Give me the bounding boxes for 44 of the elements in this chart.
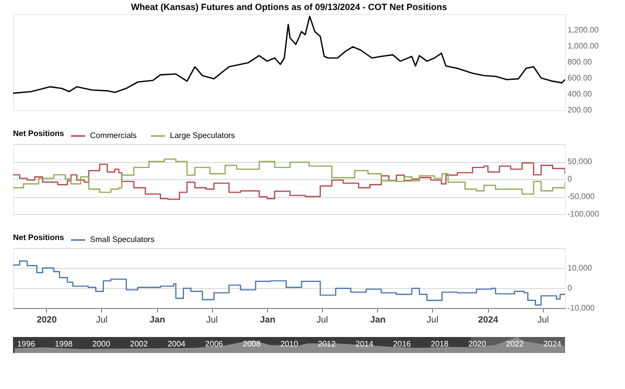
y-tick-label: 0 (568, 284, 572, 292)
y-tick-label: 800.00 (568, 58, 593, 66)
legend-label: Large Speculators (170, 131, 235, 140)
y-tick-label: 200.00 (568, 106, 593, 114)
x-tick-label: Jan (260, 314, 276, 324)
legend-title: Net Positions (13, 129, 65, 138)
x-tick-label: 2002 (130, 340, 148, 348)
x-tick-label: 2022 (506, 340, 524, 348)
x-tick-label: Jul (96, 314, 108, 324)
x-tick-label: Jul (537, 314, 549, 324)
y-tick-label: 400.00 (568, 90, 593, 98)
x-tick-label: 2008 (242, 340, 262, 348)
x-tick-label: 2000 (92, 340, 111, 348)
x-tick-label: 1996 (17, 340, 36, 348)
legend-label: Commercials (90, 131, 137, 140)
y-tick-label: 0 (568, 174, 572, 184)
x-tick-label: 2024 (543, 340, 562, 348)
legend-label: Small Speculators (90, 235, 154, 244)
y-tick-label: 10,000 (568, 264, 593, 272)
line-series (13, 16, 565, 94)
x-tick-label: 2016 (393, 340, 412, 348)
y-tick-label: -50,000 (568, 192, 596, 201)
y-tick-label: 1,200.00 (568, 26, 600, 34)
x-tick-label: 1998 (54, 340, 74, 348)
x-tick-label: 2018 (430, 340, 450, 348)
y-tick-label: 1,000.00 (568, 42, 600, 50)
x-tick-label: Jan (150, 314, 166, 324)
x-tick-label: 2020 (36, 314, 57, 324)
x-tick-label: 2024 (478, 314, 498, 324)
chart-title: Wheat (Kansas) Futures and Options as of 09/13/2024 - COT Net Positions (130, 2, 448, 12)
x-tick-label: Jul (426, 314, 438, 324)
x-tick-label: Jul (316, 314, 328, 324)
legend-title: Net Positions (13, 233, 65, 242)
x-tick-label: Jan (370, 314, 386, 324)
y-tick-label: -10,000 (568, 304, 596, 312)
y-tick-label: 50,000 (568, 157, 593, 166)
x-tick-label: 2010 (280, 340, 299, 348)
x-tick-label: 2006 (205, 340, 224, 348)
x-tick-label: Jul (206, 314, 218, 324)
x-tick-label: 2004 (168, 340, 186, 348)
x-tick-label: 2014 (356, 340, 374, 348)
y-tick-label: -100,000 (568, 210, 600, 218)
x-tick-label: 2020 (468, 340, 487, 348)
y-tick-label: 600.00 (568, 74, 593, 82)
